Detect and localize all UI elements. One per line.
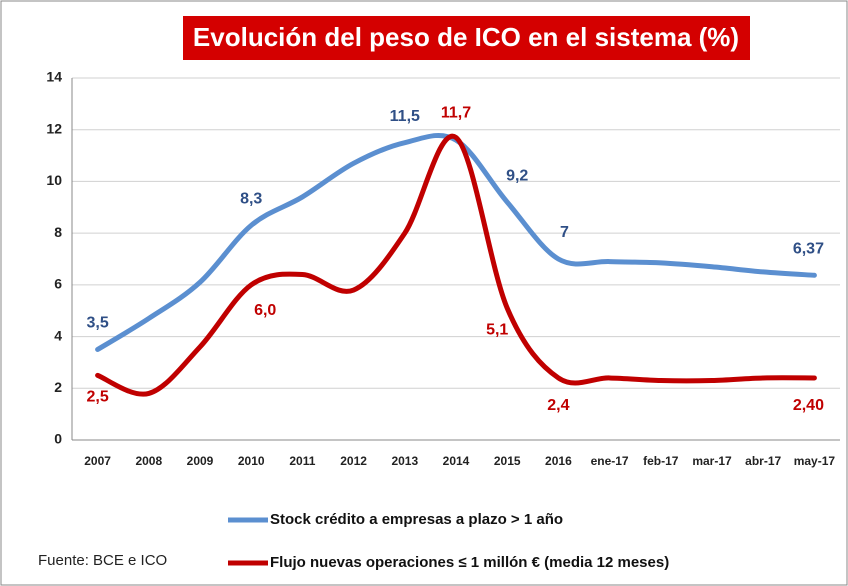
x-tick-label: 2008	[135, 454, 162, 468]
series-line	[95, 133, 817, 397]
data-label: 2,40	[793, 397, 824, 414]
x-tick-label: 2012	[340, 454, 367, 468]
y-tick-label: 14	[46, 69, 62, 85]
x-tick-label: 2014	[443, 454, 470, 468]
chart-title: Evolución del peso de ICO en el sistema …	[193, 22, 739, 52]
y-tick-label: 0	[54, 431, 62, 447]
data-label: 2,4	[547, 397, 569, 414]
x-tick-label: 2010	[238, 454, 265, 468]
x-tick-label: feb-17	[643, 454, 679, 468]
x-tick-label: 2011	[289, 454, 315, 468]
x-tick-label: ene-17	[591, 454, 629, 468]
legend-label: Flujo nuevas operaciones ≤ 1 millón € (m…	[270, 554, 669, 571]
data-label: 2,5	[86, 389, 108, 406]
data-label: 6,0	[254, 302, 276, 319]
legend-label: Stock crédito a empresas a plazo > 1 año	[270, 511, 563, 528]
data-label: 6,37	[793, 241, 824, 258]
data-label: 8,3	[240, 191, 262, 208]
x-tick-label: 2007	[84, 454, 111, 468]
source: Fuente: BCE e ICO	[38, 552, 167, 569]
y-tick-label: 4	[54, 327, 62, 343]
data-label: 9,2	[506, 167, 528, 184]
y-tick-label: 12	[46, 120, 62, 136]
y-tick-label: 2	[54, 379, 62, 395]
y-tick-label: 6	[54, 276, 62, 292]
data-label: 7	[560, 224, 569, 241]
data-label: 11,5	[390, 108, 420, 125]
x-tick-label: mar-17	[692, 454, 732, 468]
y-tick-label: 10	[46, 172, 62, 188]
data-label: 5,1	[486, 321, 508, 338]
data-label: 11,7	[441, 105, 471, 122]
x-tick-label: may-17	[794, 454, 836, 468]
x-tick-label: 2013	[391, 454, 418, 468]
title-box	[183, 16, 750, 60]
x-tick-label: abr-17	[745, 454, 781, 468]
y-tick-label: 8	[54, 224, 62, 240]
x-tick-label: 2016	[545, 454, 572, 468]
data-label: 3,5	[86, 315, 108, 332]
x-tick-label: 2009	[187, 454, 214, 468]
x-tick-label: 2015	[494, 454, 521, 468]
